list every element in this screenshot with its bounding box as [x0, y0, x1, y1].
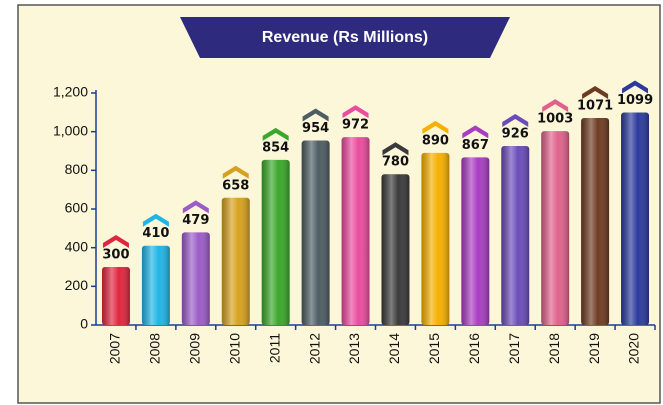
y-tick-label: 600: [65, 200, 89, 216]
chevron: [222, 165, 249, 179]
bar-shade: [181, 232, 210, 325]
value-label: 926: [502, 126, 529, 141]
chevron: [502, 113, 529, 127]
x-tick-label: 2010: [226, 333, 242, 364]
bar-shade: [261, 159, 290, 325]
chevron: [542, 99, 569, 113]
chevron: [622, 80, 649, 94]
value-label: 854: [262, 140, 289, 155]
chevron: [302, 108, 329, 122]
chevron: [422, 120, 449, 134]
chevron: [582, 85, 609, 99]
bar-shade: [421, 152, 450, 325]
y-tick-label: 800: [65, 161, 89, 177]
x-tick-label: 2011: [266, 333, 282, 363]
y-tick-label: 400: [65, 238, 89, 254]
x-tick-label: 2013: [346, 333, 362, 364]
bar-shade: [541, 131, 570, 325]
x-tick-label: 2008: [147, 333, 163, 364]
value-label: 972: [342, 118, 369, 133]
chevron: [382, 142, 409, 156]
x-tick-label: 2014: [386, 333, 402, 364]
value-label: 890: [422, 133, 449, 148]
x-tick-label: 2017: [506, 333, 522, 364]
value-label: 1099: [617, 93, 653, 108]
y-tick-label: 1,000: [53, 122, 88, 138]
value-label: 954: [302, 121, 329, 136]
bar-shade: [381, 174, 410, 325]
x-tick-label: 2018: [546, 333, 562, 364]
value-label: 1071: [577, 98, 613, 113]
title-banner: [180, 17, 510, 58]
y-tick-label: 200: [65, 277, 89, 293]
chevron: [182, 200, 209, 214]
bar-shade: [141, 245, 170, 325]
value-label: 479: [182, 213, 209, 228]
chart-title: Revenue (Rs Millions): [262, 29, 428, 46]
bar-shade: [101, 267, 130, 325]
x-tick-label: 2015: [426, 333, 442, 364]
x-tick-label: 2016: [466, 333, 482, 364]
bar-shade: [581, 117, 610, 325]
x-tick-label: 2009: [187, 333, 203, 364]
x-tick-label: 2007: [107, 333, 123, 364]
value-label: 300: [102, 248, 129, 263]
chevron: [342, 105, 369, 119]
y-tick-label: 0: [80, 316, 88, 332]
chevron: [462, 125, 489, 139]
value-label: 1003: [537, 112, 573, 127]
y-tick-label: 1,200: [53, 84, 88, 100]
value-label: 410: [142, 226, 169, 241]
value-label: 780: [382, 155, 409, 170]
value-label: 658: [222, 178, 249, 193]
bar-shade: [341, 137, 370, 325]
value-label: 867: [462, 138, 489, 153]
x-tick-label: 2012: [306, 333, 322, 364]
bar-shade: [461, 157, 490, 325]
bar-shade: [501, 145, 530, 325]
bar-shade: [621, 112, 650, 325]
chevron: [262, 127, 289, 141]
bar-shade: [301, 140, 330, 325]
bar-shade: [221, 197, 250, 325]
x-tick-label: 2019: [586, 333, 602, 364]
chevron: [102, 235, 129, 248]
x-tick-label: 2020: [626, 333, 642, 364]
chevron: [142, 213, 169, 227]
